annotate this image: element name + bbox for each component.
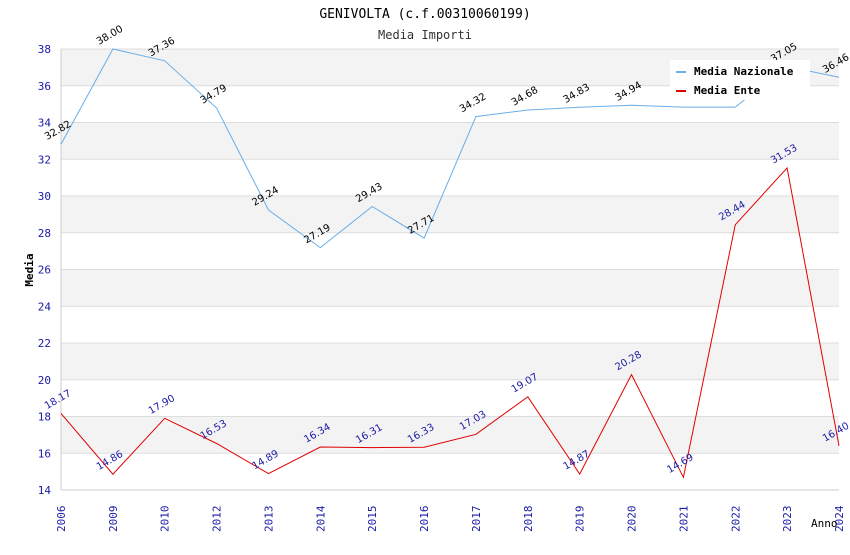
- x-tick-label: 2006: [55, 506, 68, 533]
- x-tick-label: 2016: [418, 506, 431, 533]
- y-tick-label: 16: [38, 447, 51, 460]
- x-tick-label: 2013: [262, 506, 275, 533]
- y-tick-label: 32: [38, 153, 51, 166]
- legend-label-nazionale: Media Nazionale: [694, 65, 794, 78]
- background-band: [61, 306, 839, 343]
- y-tick-label: 24: [38, 300, 52, 313]
- series-line-ente: [60, 166, 840, 479]
- x-tick-label: 2010: [159, 506, 172, 533]
- legend: Media Nazionale Media Ente: [670, 60, 810, 100]
- background-band: [61, 379, 839, 417]
- series-line-nazionale: [60, 48, 840, 249]
- x-tick-label: 2021: [677, 506, 690, 533]
- y-tick-label: 38: [38, 43, 51, 56]
- chart-subtitle: Media Importi: [378, 28, 472, 42]
- background-band: [61, 232, 839, 270]
- x-tick-label: 2012: [211, 506, 224, 533]
- x-axis-label: Anno: [811, 517, 838, 530]
- y-tick-label: 28: [38, 227, 51, 240]
- x-tick-label: 2022: [729, 506, 742, 533]
- background-band: [61, 416, 839, 454]
- background-band: [61, 453, 839, 490]
- y-tick-label: 34: [38, 117, 52, 130]
- y-tick-label: 14: [38, 484, 52, 497]
- x-tick-label: 2023: [781, 506, 794, 533]
- x-tick-label: 2019: [574, 506, 587, 533]
- x-tick-label: 2018: [522, 506, 535, 533]
- y-axis-label: Media: [23, 253, 36, 286]
- background-band: [61, 196, 839, 233]
- x-tick-label: 2015: [366, 506, 379, 533]
- y-tick-label: 18: [38, 411, 51, 424]
- y-tick-label: 36: [38, 80, 51, 93]
- y-tick-label: 22: [38, 337, 51, 350]
- y-tick-label: 26: [38, 264, 51, 277]
- x-tick-label: 2009: [107, 506, 120, 533]
- legend-box: [670, 60, 810, 100]
- series-layer: [60, 48, 840, 479]
- x-tick-label: 2024: [833, 505, 846, 532]
- y-tick-label: 30: [38, 190, 51, 203]
- data-label: 38.00: [95, 24, 125, 48]
- legend-label-ente: Media Ente: [694, 84, 761, 97]
- chart-title: GENIVOLTA (c.f.00310060199): [319, 7, 530, 22]
- x-tick-label: 2017: [470, 506, 483, 533]
- background-band: [61, 269, 839, 307]
- x-tick-label: 2020: [626, 506, 639, 533]
- background-band: [61, 343, 839, 380]
- background-band: [61, 122, 839, 160]
- x-tick-label: 2014: [314, 505, 327, 532]
- y-tick-label: 20: [38, 374, 51, 387]
